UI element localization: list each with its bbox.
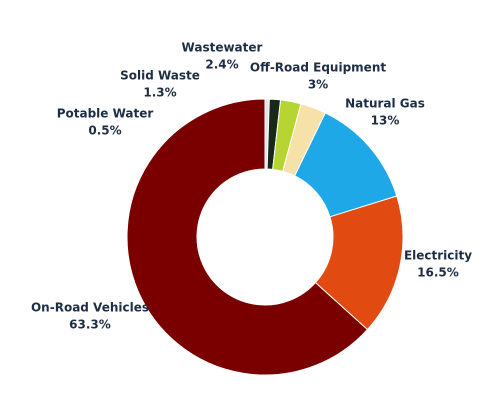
slice-label: Off-Road Equipment [250,61,386,75]
slice-value-label: 13% [371,114,400,128]
slice-label: Wastewater [182,41,263,55]
slice-label: Electricity [404,249,472,263]
slice-value-label: 0.5% [88,124,121,138]
slice-value-label: 3% [308,78,328,92]
slice-label: Potable Water [57,107,154,121]
slice-label: On-Road Vehicles [31,301,149,315]
donut-slice [126,98,369,376]
slice-value-label: 1.3% [143,86,176,100]
slice-value-label: 2.4% [205,58,238,72]
slice-value-label: 63.3% [69,318,111,332]
slice-label: Natural Gas [345,97,425,111]
slice-label: Solid Waste [120,69,200,83]
slice-value-label: 16.5% [417,266,459,280]
